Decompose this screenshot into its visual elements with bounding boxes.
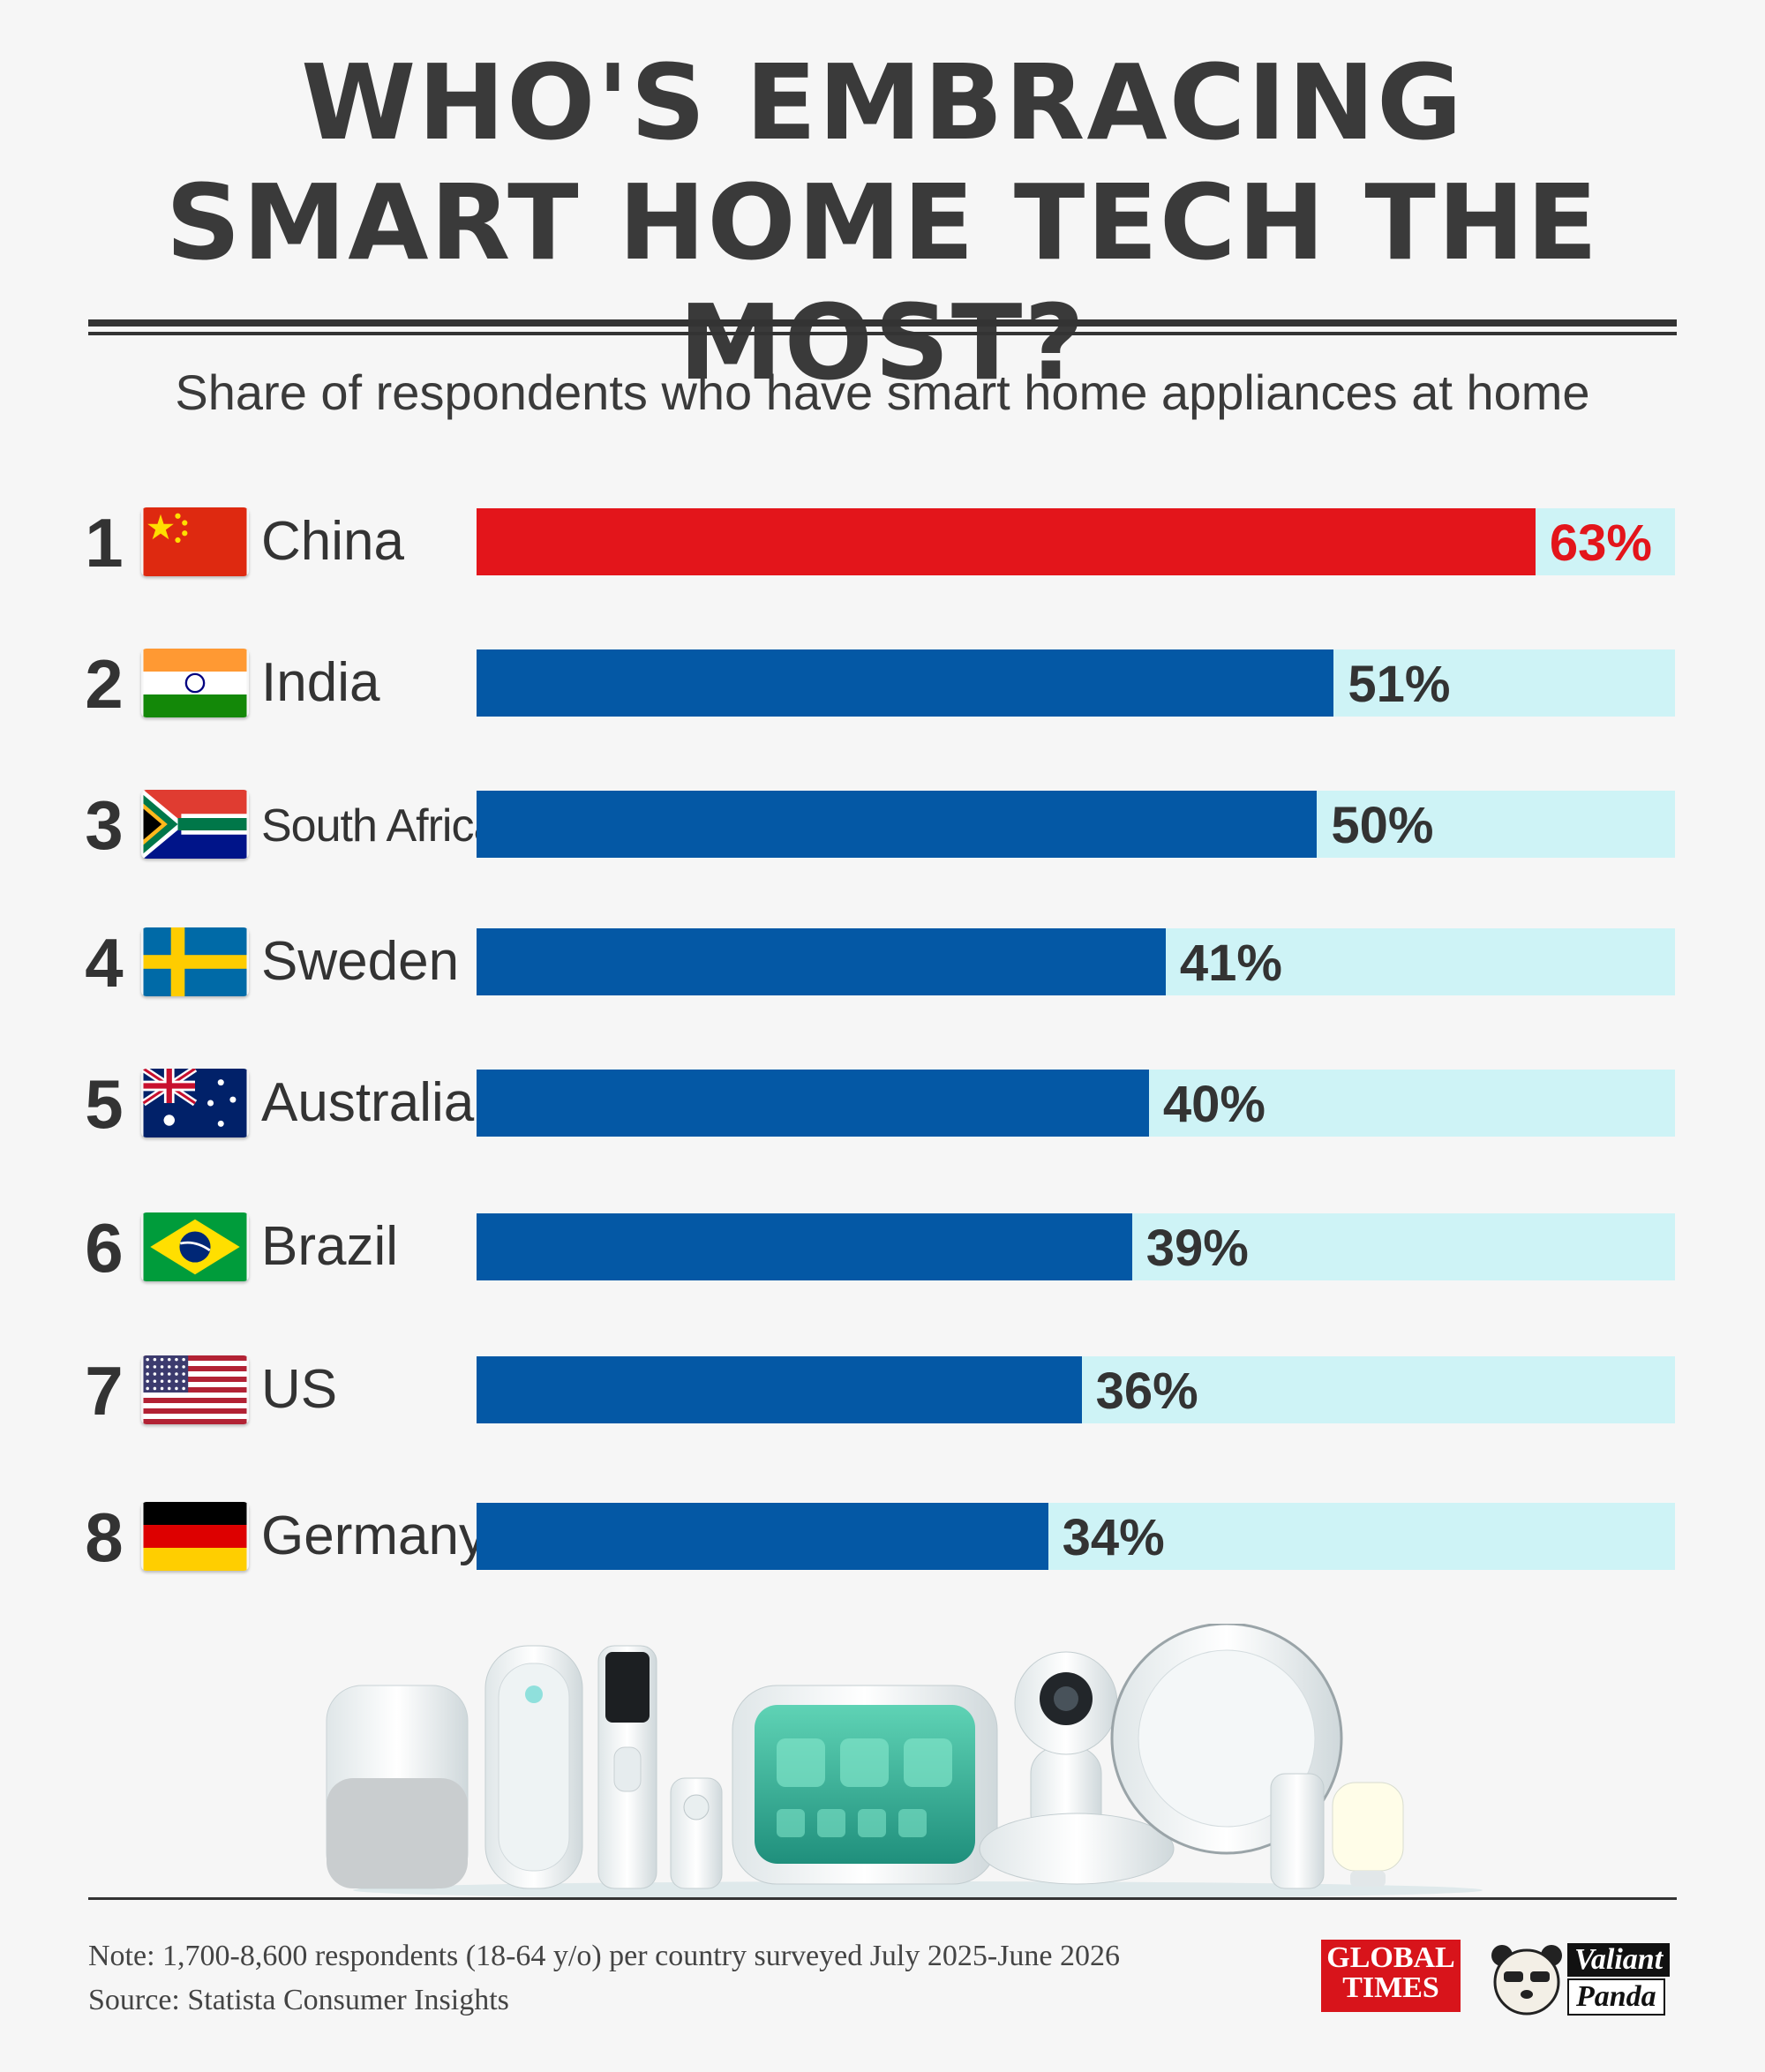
- country-label: South Africa: [261, 800, 499, 852]
- value-label: 63%: [1549, 514, 1652, 572]
- footnote: Note: 1,700-8,600 respondents (18-64 y/o…: [88, 1940, 1121, 1972]
- rank-label: 6: [85, 1209, 124, 1287]
- country-label: Australia: [261, 1072, 475, 1133]
- rank-label: 1: [85, 504, 124, 582]
- bar: [477, 928, 1166, 995]
- germany-flag-icon: [141, 1502, 249, 1571]
- value-label: 36%: [1095, 1363, 1198, 1420]
- value-label: 41%: [1179, 935, 1282, 992]
- china-flag-icon: [141, 507, 249, 576]
- rank-label: 3: [85, 786, 124, 864]
- australia-flag-icon: [141, 1069, 249, 1137]
- country-label: India: [261, 652, 380, 713]
- bar: [477, 791, 1318, 858]
- value-label: 39%: [1145, 1220, 1249, 1277]
- rank-label: 2: [85, 645, 124, 723]
- footer-divider: [88, 1897, 1677, 1900]
- country-label: Germany: [261, 1505, 486, 1566]
- us-flag-icon: [141, 1355, 249, 1424]
- page-title: WHO'S EMBRACING SMART HOME TECH THE MOST…: [0, 42, 1765, 402]
- bar: [477, 1356, 1082, 1423]
- bar: [477, 508, 1536, 575]
- global-times-logo: GLOBAL TIMES: [1321, 1940, 1461, 2012]
- rank-label: 7: [85, 1352, 124, 1430]
- valiant-panda-logo: Valiant Panda: [1488, 1934, 1679, 2017]
- country-label: Sweden: [261, 931, 460, 992]
- panda-icon: [1491, 1945, 1562, 2016]
- brazil-flag-icon: [141, 1212, 249, 1281]
- country-label: Brazil: [261, 1216, 399, 1277]
- title-line-2: SMART HOME TECH THE MOST?: [165, 161, 1600, 403]
- value-label: 40%: [1162, 1076, 1266, 1133]
- value-label: 51%: [1348, 656, 1451, 713]
- country-label: US: [261, 1359, 338, 1420]
- source-note: Source: Statista Consumer Insights: [88, 1984, 509, 2016]
- bar: [477, 1070, 1149, 1137]
- smart-home-devices-icon: [326, 1624, 1483, 1897]
- rank-label: 4: [85, 924, 124, 1002]
- sweden-flag-icon: [141, 927, 249, 996]
- bar-chart: 1 China 63% 2 India 51% 3 South Africa 50% 4 Swede…: [85, 504, 1675, 1576]
- rank-label: 5: [85, 1065, 124, 1143]
- bar: [477, 1213, 1132, 1280]
- value-label: 50%: [1331, 797, 1434, 854]
- title-divider: [88, 319, 1677, 327]
- value-label: 34%: [1062, 1509, 1165, 1566]
- title-line-1: WHO'S EMBRACING: [301, 41, 1464, 163]
- bar: [477, 1503, 1048, 1570]
- south-africa-flag-icon: [141, 790, 249, 859]
- title-divider-thin: [88, 332, 1677, 335]
- india-flag-icon: [141, 649, 249, 717]
- bar: [477, 649, 1334, 717]
- chart-subtitle: Share of respondents who have smart home…: [175, 364, 1590, 420]
- rank-label: 8: [85, 1498, 124, 1576]
- country-label: China: [261, 511, 404, 572]
